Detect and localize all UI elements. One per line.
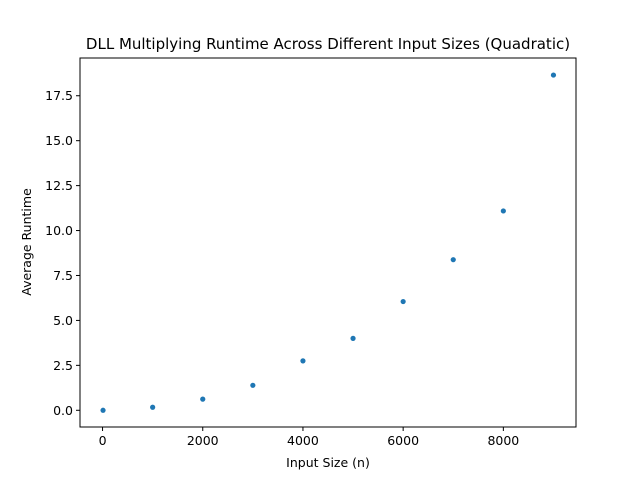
y-tick-label: 17.5: [45, 88, 73, 103]
data-point: [150, 404, 156, 410]
x-tick-label: 4000: [287, 433, 319, 448]
y-tick-label: 15.0: [45, 133, 73, 148]
data-point: [400, 298, 406, 305]
data-point: [300, 358, 306, 364]
y-tick-label: 0.0: [53, 403, 73, 418]
data-points: [100, 72, 557, 413]
data-point: [350, 335, 356, 341]
data-point: [200, 396, 206, 402]
data-point: [100, 407, 106, 413]
y-axis: 0.0 2.5 5.0 7.5 10.0 12.5 15.0 17.5: [45, 88, 80, 418]
x-tick-label: 8000: [487, 433, 519, 448]
y-tick-label: 5.0: [53, 313, 73, 328]
y-axis-title: Average Runtime: [19, 188, 34, 296]
data-point: [250, 382, 256, 388]
x-axis: 0 2000 4000 6000 8000: [99, 427, 519, 448]
y-tick-label: 2.5: [53, 358, 73, 373]
y-tick-label: 7.5: [53, 268, 73, 283]
data-point: [550, 72, 557, 78]
data-point: [450, 257, 456, 263]
y-tick-label: 12.5: [45, 178, 73, 193]
chart-title: DLL Multiplying Runtime Across Different…: [86, 35, 570, 53]
data-point: [500, 208, 506, 214]
x-tick-label: 2000: [187, 433, 219, 448]
x-tick-label: 6000: [387, 433, 419, 448]
plot-frame: [79, 57, 577, 428]
x-tick-label: 0: [99, 433, 107, 448]
y-tick-label: 10.0: [45, 223, 73, 238]
x-axis-title: Input Size (n): [286, 455, 370, 470]
